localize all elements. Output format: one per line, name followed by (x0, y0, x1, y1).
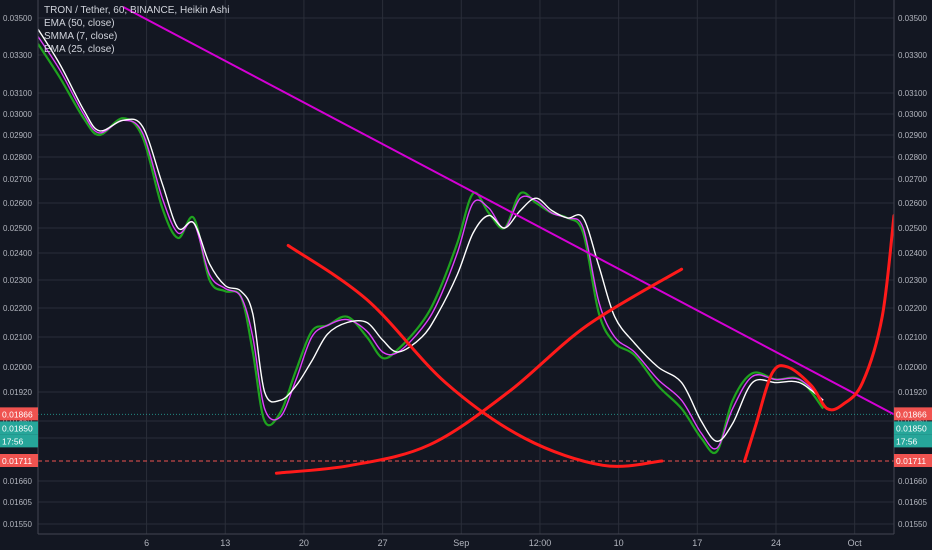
y-tick-label-right: 0.03300 (898, 51, 927, 60)
x-tick-label: 6 (144, 538, 149, 548)
x-tick-label: 24 (771, 538, 781, 548)
price-tag-left-bg (0, 421, 38, 435)
x-tick-label: Oct (848, 538, 863, 548)
price-tag-right: 0.01850 (894, 421, 932, 435)
y-tick-label-left: 0.03100 (3, 89, 32, 98)
x-tick-label: Sep (453, 538, 469, 548)
y-tick-label-right: 0.01550 (898, 520, 927, 529)
price-tag-left-bg (0, 454, 38, 467)
price-tag-right-text: 17:56 (896, 436, 918, 446)
x-tick-label: 12:00 (529, 538, 552, 548)
price-tag-left: 0.01866 (0, 407, 38, 421)
indicator-lines (37, 28, 825, 454)
legend-indicator-smma-7[interactable]: SMMA (7, close) (44, 31, 118, 42)
y-tick-label-left: 0.02600 (3, 199, 32, 208)
price-tag-right-text: 0.01866 (896, 409, 927, 419)
x-tick-label: 13 (220, 538, 230, 548)
drawings (122, 6, 896, 475)
price-tag-right: 0.01711 (894, 454, 932, 467)
price-tag-left-text: 0.01711 (2, 456, 32, 466)
price-tag-right-bg (894, 454, 932, 467)
grid (38, 0, 894, 534)
y-tick-label-left: 0.01605 (3, 498, 32, 507)
y-tick-label-left: 0.02500 (3, 224, 32, 233)
legend-indicator-ema-50[interactable]: EMA (50, close) (44, 18, 115, 29)
y-tick-label-right: 0.03500 (898, 14, 927, 23)
y-tick-label-right: 0.03000 (898, 110, 927, 119)
red-arc-down-drawing (286, 244, 664, 468)
price-tag-right-bg (894, 434, 932, 448)
price-tag-right: 17:56 (894, 434, 932, 448)
y-tick-label-right: 0.02200 (898, 304, 927, 313)
price-tag-left-text: 0.01850 (2, 423, 33, 433)
y-tick-label-left: 0.01660 (3, 477, 32, 486)
y-tick-label-left: 0.02000 (3, 363, 32, 372)
y-axis[interactable]: 0.03500 0.03500 0.03300 0.03300 0.03100 0.031… (3, 14, 927, 529)
y-tick-label-right: 0.02300 (898, 276, 927, 285)
price-tag-left-bg (0, 434, 38, 448)
y-tick-label-left: 0.02700 (3, 175, 32, 184)
y-tick-label-right: 0.02400 (898, 249, 927, 258)
y-tick-label-left: 0.01550 (3, 520, 32, 529)
price-tag-left: 0.01850 (0, 421, 38, 435)
price-tag-right: 0.01866 (894, 407, 932, 421)
price-tag-right-text: 0.01850 (896, 423, 927, 433)
y-tick-label-left: 0.02800 (3, 153, 32, 162)
x-tick-label: 20 (299, 538, 309, 548)
price-tag-right-text: 0.01711 (896, 456, 926, 466)
price-tag-left-text: 0.01866 (2, 409, 33, 419)
x-tick-label: 10 (614, 538, 624, 548)
price-tag-right-bg (894, 407, 932, 421)
price-tag-left: 0.01711 (0, 454, 38, 467)
y-tick-label-right: 0.02600 (898, 199, 927, 208)
y-tick-label-left: 0.03500 (3, 14, 32, 23)
x-tick-label: 27 (378, 538, 388, 548)
ema-50-line (37, 43, 825, 454)
y-tick-label-right: 0.01605 (898, 498, 927, 507)
y-tick-label-right: 0.02100 (898, 333, 927, 342)
legend-indicator-ema-25[interactable]: EMA (25, close) (44, 44, 115, 55)
y-tick-label-left: 0.02200 (3, 304, 32, 313)
price-tag-left: 17:56 (0, 434, 38, 448)
y-tick-label-left: 0.01920 (3, 388, 32, 397)
y-tick-label-left: 0.02300 (3, 276, 32, 285)
y-tick-label-right: 0.02700 (898, 175, 927, 184)
price-tag-left-text: 17:56 (2, 436, 24, 446)
ema-25-line (37, 28, 824, 442)
y-tick-label-left: 0.03300 (3, 51, 32, 60)
red-arc-up-drawing (274, 267, 684, 475)
y-tick-label-right: 0.02500 (898, 224, 927, 233)
legend-title[interactable]: TRON / Tether, 60, BINANCE, Heikin Ashi (44, 5, 230, 16)
y-tick-label-left: 0.03000 (3, 110, 32, 119)
right-axis-panel (894, 0, 932, 550)
y-tick-label-right: 0.02800 (898, 153, 927, 162)
descending-trend-line (122, 6, 895, 416)
y-tick-label-right: 0.02900 (898, 131, 927, 140)
y-tick-label-left: 0.02900 (3, 131, 32, 140)
price-labels: 0.01866 0.01866 0.01850 0.01850 17:56 17:56 0.… (0, 407, 932, 467)
reference-lines (38, 413, 894, 462)
y-tick-label-right: 0.02000 (898, 363, 927, 372)
y-tick-label-right: 0.03100 (898, 89, 927, 98)
red-projection-drawing (743, 214, 896, 463)
left-axis-panel (0, 0, 38, 550)
bottom-axis-panel (0, 534, 932, 550)
y-tick-label-right: 0.01920 (898, 388, 927, 397)
x-tick-label: 17 (692, 538, 702, 548)
y-tick-label-right: 0.01660 (898, 477, 927, 486)
smma-7-line (37, 36, 824, 450)
y-tick-label-left: 0.02400 (3, 249, 32, 258)
x-axis[interactable]: 6 13 20 27 Sep 12:00 10 17 24 Oct (144, 538, 862, 548)
price-tag-right-bg (894, 421, 932, 435)
legend: TRON / Tether, 60, BINANCE, Heikin Ashi … (44, 4, 229, 56)
y-tick-label-left: 0.02100 (3, 333, 32, 342)
price-tag-left-bg (0, 407, 38, 421)
